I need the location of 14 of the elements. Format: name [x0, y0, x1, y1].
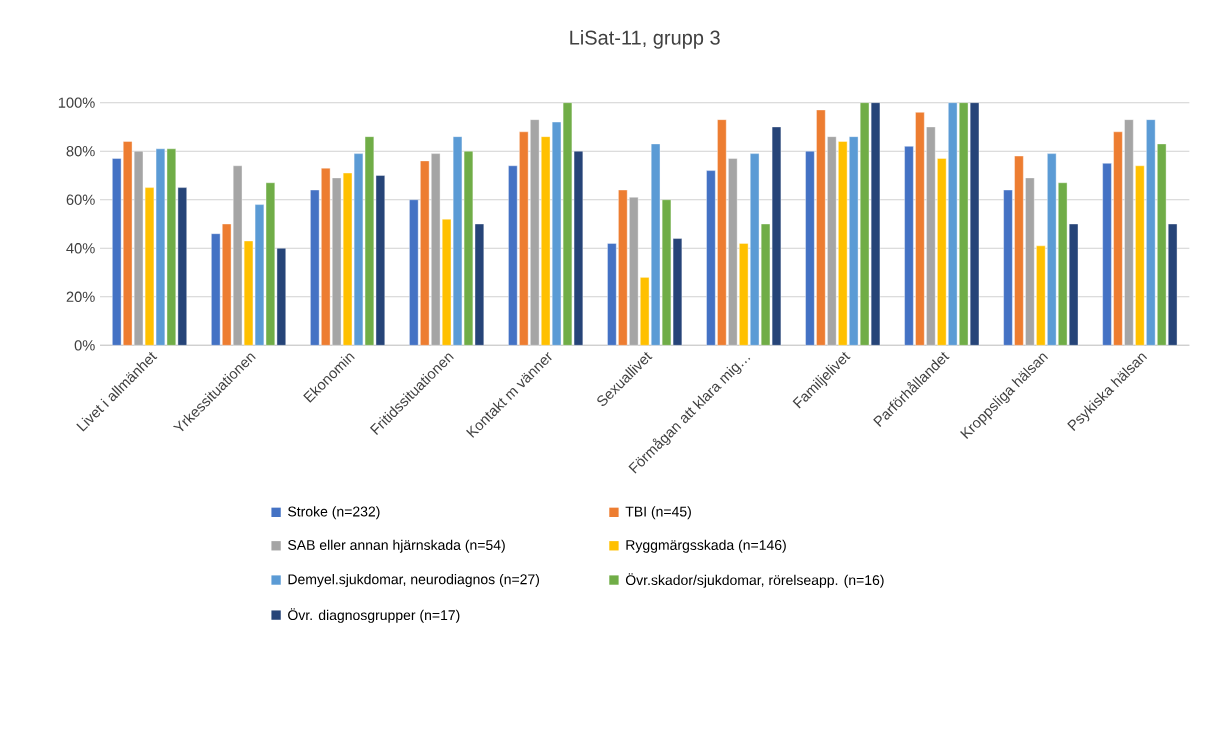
- legend-label: Övr. diagnosgrupper (n=17): [288, 608, 460, 623]
- y-tick-label: 40%: [66, 243, 95, 254]
- y-tick-label: 20%: [66, 291, 95, 302]
- legend-label: Demyel.sjukdomar, neurodiagnos (n=27): [288, 573, 540, 588]
- legend-label: TBI (n=45): [625, 506, 691, 520]
- y-tick-label: 0%: [74, 340, 95, 351]
- legend-label: SAB eller annan hjärnskada (n=54): [288, 539, 505, 553]
- legend-label: Stroke (n=232): [288, 506, 380, 520]
- chart-title: LiSat-11, grupp 3: [570, 30, 720, 49]
- y-tick-label: 100%: [58, 97, 95, 108]
- y-tick-label: 80%: [66, 146, 95, 157]
- legend-label: Ryggmärgsskada (n=146): [626, 539, 786, 553]
- y-tick-label: 60%: [66, 194, 95, 205]
- legend-label: Övr.skador/sjukdomar, rörelseapp. (n=16): [625, 573, 884, 588]
